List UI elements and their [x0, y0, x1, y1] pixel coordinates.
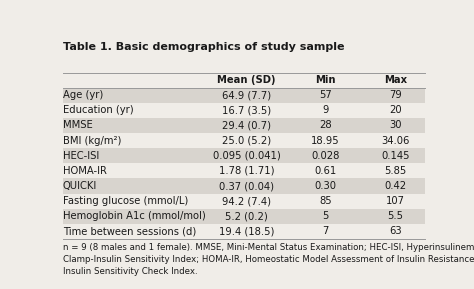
Text: Time between sessions (d): Time between sessions (d) [63, 226, 196, 236]
Text: BMI (kg/m²): BMI (kg/m²) [63, 136, 121, 146]
Text: 0.30: 0.30 [315, 181, 337, 191]
Text: 64.9 (7.7): 64.9 (7.7) [222, 90, 271, 100]
Text: 5.85: 5.85 [384, 166, 407, 176]
Text: 20: 20 [389, 105, 401, 115]
Text: 7: 7 [322, 226, 329, 236]
Text: 5: 5 [322, 211, 329, 221]
Text: 85: 85 [319, 196, 332, 206]
Text: 30: 30 [389, 121, 401, 130]
Bar [63, 209, 425, 224]
Text: Education (yr): Education (yr) [63, 105, 134, 115]
Text: 18.95: 18.95 [311, 136, 340, 146]
Text: 19.4 (18.5): 19.4 (18.5) [219, 226, 274, 236]
Text: QUICKI: QUICKI [63, 181, 97, 191]
Text: 9: 9 [322, 105, 329, 115]
Text: 0.095 (0.041): 0.095 (0.041) [213, 151, 281, 161]
Text: 63: 63 [389, 226, 401, 236]
Text: 79: 79 [389, 90, 402, 100]
Text: Fasting glucose (mmol/L): Fasting glucose (mmol/L) [63, 196, 188, 206]
Text: Max: Max [384, 75, 407, 85]
Text: 16.7 (3.5): 16.7 (3.5) [222, 105, 271, 115]
Text: Mean (SD): Mean (SD) [218, 75, 276, 85]
Text: 0.145: 0.145 [381, 151, 410, 161]
Text: 1.78 (1.71): 1.78 (1.71) [219, 166, 274, 176]
Text: 94.2 (7.4): 94.2 (7.4) [222, 196, 271, 206]
Text: 0.61: 0.61 [314, 166, 337, 176]
Text: 28: 28 [319, 121, 332, 130]
Text: 5.2 (0.2): 5.2 (0.2) [225, 211, 268, 221]
Text: MMSE: MMSE [63, 121, 93, 130]
Text: 34.06: 34.06 [381, 136, 410, 146]
Text: 57: 57 [319, 90, 332, 100]
Text: 0.028: 0.028 [311, 151, 340, 161]
Text: Hemoglobin A1c (mmol/mol): Hemoglobin A1c (mmol/mol) [63, 211, 206, 221]
Text: 107: 107 [386, 196, 405, 206]
Bar [63, 178, 425, 194]
Text: 0.37 (0.04): 0.37 (0.04) [219, 181, 274, 191]
Text: n = 9 (8 males and 1 female). MMSE, Mini-Mental Status Examination; HEC-ISI, Hyp: n = 9 (8 males and 1 female). MMSE, Mini… [63, 243, 474, 276]
Text: Min: Min [315, 75, 336, 85]
Bar [63, 118, 425, 133]
Text: Age (yr): Age (yr) [63, 90, 103, 100]
Text: 25.0 (5.2): 25.0 (5.2) [222, 136, 271, 146]
Bar [63, 148, 425, 163]
Bar [63, 88, 425, 103]
Text: 5.5: 5.5 [387, 211, 403, 221]
Text: HOMA-IR: HOMA-IR [63, 166, 107, 176]
Text: 29.4 (0.7): 29.4 (0.7) [222, 121, 271, 130]
Text: HEC-ISI: HEC-ISI [63, 151, 99, 161]
Text: Table 1. Basic demographics of study sample: Table 1. Basic demographics of study sam… [63, 42, 345, 53]
Text: 0.42: 0.42 [384, 181, 406, 191]
